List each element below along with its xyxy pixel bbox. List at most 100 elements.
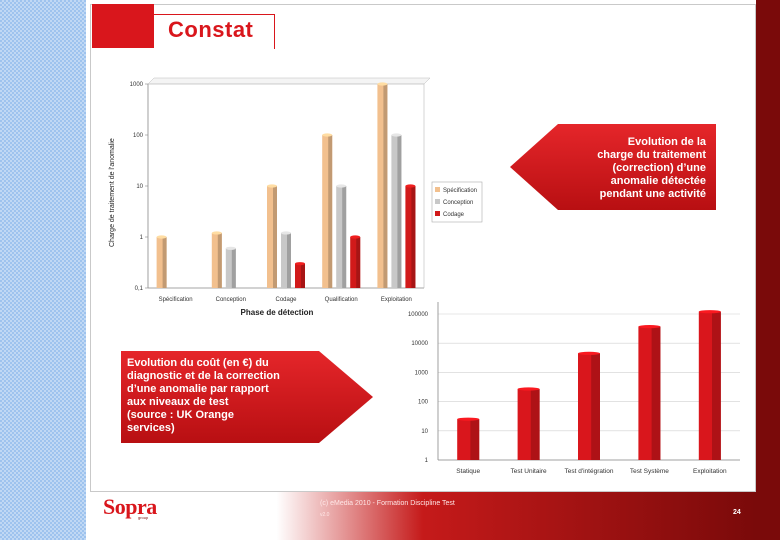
chart1-category-label: Conception [216,297,246,303]
sopra-logo-sub: group [138,515,149,520]
chart1-bar-shade [411,186,416,288]
chart2-bar-shade [470,419,480,460]
chart1-category-label: Qualification [325,297,358,303]
title-accent-block [92,4,154,48]
chart1-bar-shade [287,232,291,288]
chart1-ytick-label: 1 [140,235,144,241]
chart1-bar [405,186,416,288]
callout-top-line: pendant une activité [599,188,706,200]
footer-version: v2.0 [320,512,330,518]
chart1-xlabel: Phase de détection [241,308,314,317]
side-pattern-band [0,0,86,540]
chart1-bar [156,237,167,288]
title-box [154,14,275,49]
callout-bottom-line: (source : UK Orange [127,409,234,421]
chart2-ytick-label: 100 [418,400,429,406]
callout-bottom-text: Evolution du coût (en €) du diagnostic e… [127,357,335,435]
chart1-legend-swatch [435,211,440,216]
chart1-bar-top [322,133,333,137]
chart1-bar [377,84,388,288]
chart1-bar-top [350,235,361,239]
chart1-ytick-label: 100 [133,133,144,139]
chart2-category-label: Statique [456,468,480,475]
callout-top-arrow [510,124,716,210]
chart1-bar-shade [342,186,347,288]
chart1-legend-label: Codage [443,212,465,218]
chart2-category-label: Test Système [630,468,669,475]
chart1-labels: 0,1 1 10 100 1000 Spécification Conception Coda… [130,82,412,303]
chart1-bar-shade [328,135,333,288]
chart1-category-label: Spécification [159,297,193,303]
chart1-bar [391,135,402,288]
callout-bottom-line: Evolution du coût (en €) du [127,357,269,369]
chart1-ytick-label: 1000 [130,82,144,88]
chart1-legend-swatch [435,199,440,204]
slide-title: Constat [168,17,254,42]
chart-detection-cost: 0,1 1 10 100 1000 Spécification Conception Coda… [109,77,483,317]
callout-top-text: Evolution de la charge du traitement (co… [560,136,706,201]
chart2-bar-top [517,387,540,391]
chart1-bar-top [211,231,222,235]
chart2-bar-shade [712,311,721,460]
chart1-ylabel: Charge de traitement de l'anomalie [109,138,116,247]
chart2-bar-top [457,417,480,421]
chart2-bars [457,310,721,460]
chart2-bar-top [578,351,600,355]
chart1-bar-shade [162,237,167,288]
callout-bottom-arrow [121,351,373,443]
callout-top-line: Evolution de la [627,136,706,148]
chart1-bar [225,248,236,288]
chart2-bar-top [698,310,721,314]
chart1-bar-shade [217,232,222,288]
chart2-ytick-label: 100000 [408,312,429,318]
chart1-bar [281,232,291,288]
chart1-back-wall [147,77,431,85]
callout-top-line: anomalie détectée [610,175,706,187]
chart2-category-label: Exploitation [693,468,727,475]
chart1-bar [267,186,277,288]
chart2-ytick-label: 1000 [415,370,429,376]
chart1-bar [350,237,361,288]
chart2-category-label: Test Unitaire [511,468,548,475]
chart1-bar-shade [231,248,236,288]
chart2-bar-shade [651,326,661,460]
chart2-bar-top [638,325,661,329]
chart2-ytick-label: 1 [425,458,429,464]
chart1-ytick-label: 0,1 [135,286,144,292]
chart1-category-label: Codage [275,297,297,303]
chart1-bar [322,135,333,288]
chart1-legend-label: Spécification [443,188,477,194]
callout-top-line: charge du traitement [597,149,706,161]
callout-bottom-line: diagnostic et de la correction [127,370,280,382]
callout-bottom-line: aux niveaux de test [127,396,229,408]
page-number: 24 [733,509,741,516]
footer-bar [90,492,756,540]
chart1-bar-top [336,184,347,188]
chart1-bar-shade [301,263,305,288]
chart1-bar [211,232,222,288]
footer-copyright: (c) eMedia 2010 - Formation Discipline T… [320,500,455,507]
chart1-bar-top [281,231,291,235]
callout-top-line: (correction) d’une [612,162,706,174]
chart2-bar-shade [530,389,540,460]
chart1-bar [336,186,347,288]
right-edge-strip [756,0,780,540]
chart2-ytick-label: 10 [421,429,428,435]
sopra-logo: Sopra [103,494,157,519]
chart1-bar-shade [397,135,402,288]
chart1-bars [156,82,416,288]
chart1-legend-label: Conception [443,200,473,206]
chart1-legend-swatch [435,187,440,192]
callout-bottom-line: services) [127,422,175,434]
chart1-bar-shade [383,84,388,288]
chart2-labels: 1 10 100 1000 10000 100000 Statique Test Unitai… [408,312,727,475]
chart1-ytick-label: 10 [136,184,143,190]
chart1-bar-shade [273,186,277,288]
chart1-bar-top [225,246,236,250]
chart1-bar-top [391,133,402,137]
chart2-bar-shade [591,353,600,460]
chart2-category-label: Test d'intégration [565,468,614,475]
chart1-bar-top [377,82,388,86]
chart1-category-label: Exploitation [381,297,412,303]
chart-test-level-cost: 1 10 100 1000 10000 100000 Statique Test Unitai… [408,302,740,475]
